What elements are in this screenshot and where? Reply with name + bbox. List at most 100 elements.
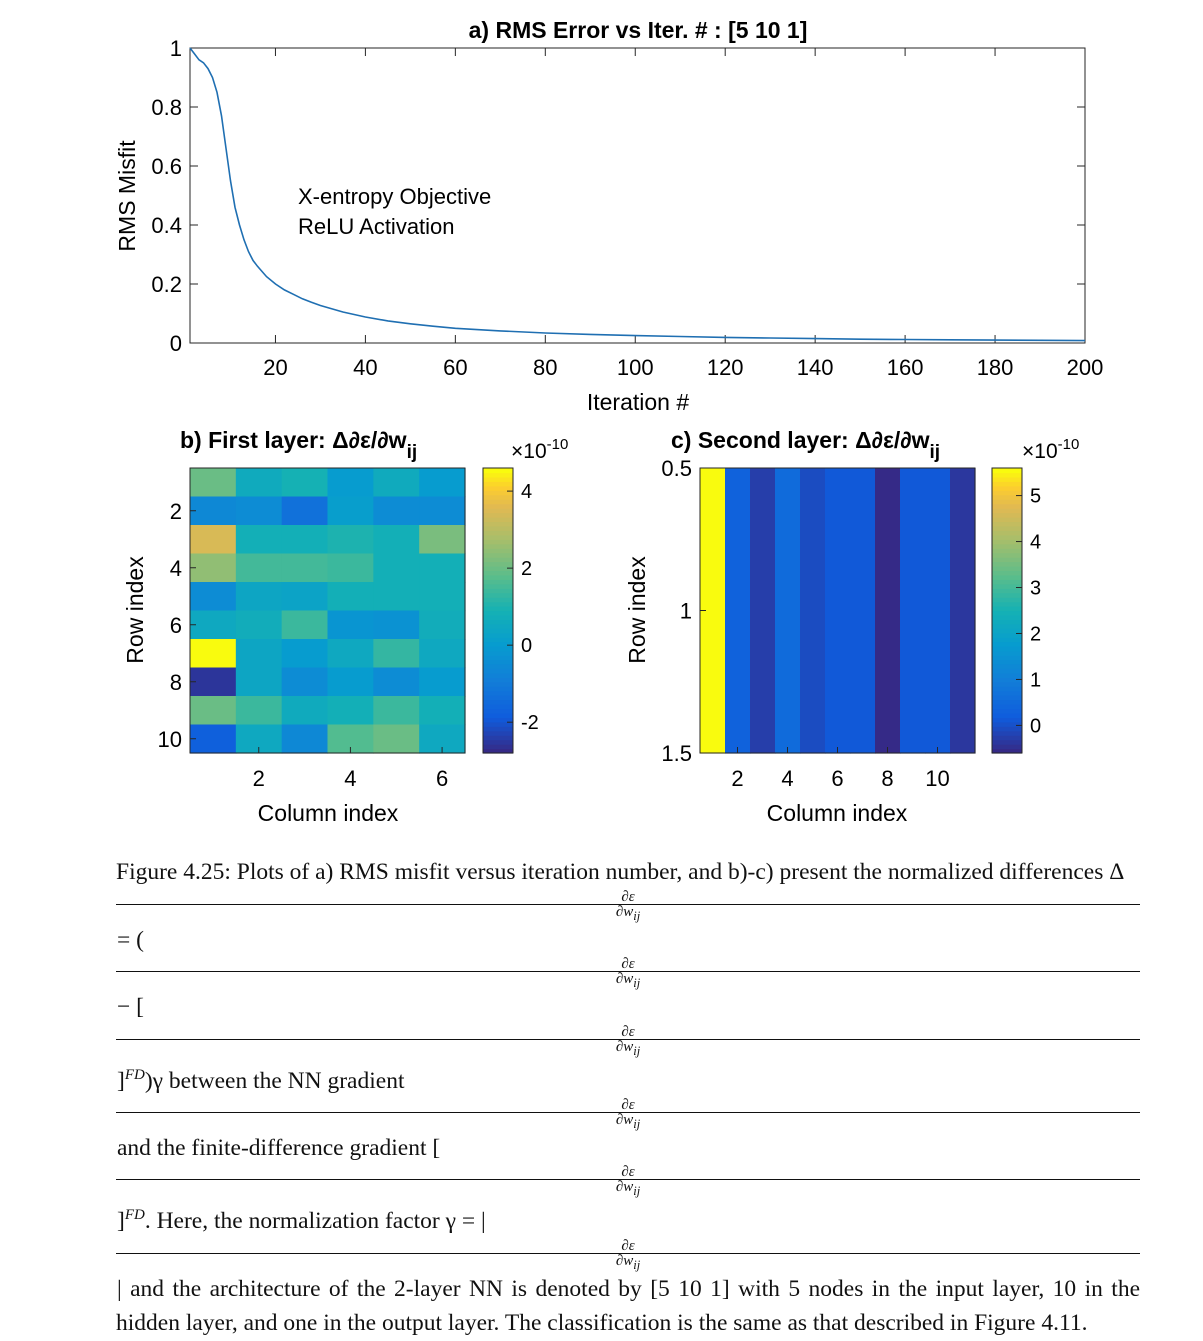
colorbar-tick-label: 0	[521, 635, 532, 657]
colorbar-segment	[483, 717, 513, 723]
colorbar-segment	[992, 668, 1022, 674]
colorbar-segment	[992, 663, 1022, 669]
colorbar-segment	[483, 721, 513, 727]
y-tick-label: 1	[170, 36, 182, 61]
colorbar-segment	[992, 468, 1022, 474]
y-tick-label: 0.8	[151, 95, 182, 120]
colorbar-segment	[483, 726, 513, 732]
colorbar-segment	[483, 659, 513, 665]
colorbar-segment	[992, 494, 1022, 500]
colorbar-tick-label: 2	[1030, 623, 1041, 645]
colorbar-segment	[483, 583, 513, 589]
colorbar-segment	[483, 632, 513, 638]
heatmap-cells	[190, 468, 466, 754]
heatmap-cell	[900, 468, 926, 754]
heatmap-cell	[373, 667, 420, 697]
heatmap-cell	[327, 468, 374, 498]
colorbar-segment	[992, 548, 1022, 554]
colorbar-segment	[483, 619, 513, 625]
colorbar-segment	[483, 699, 513, 705]
fraction: ∂ε ∂wij	[116, 1024, 1140, 1058]
colorbar: 0 1 2 3 4 5	[991, 467, 1041, 754]
heatmap-cell	[235, 610, 283, 640]
annotation-activation: ReLU Activation	[298, 214, 455, 239]
x-axis-label: Column index	[767, 800, 908, 826]
colorbar-segment	[992, 619, 1022, 625]
heatmap-cell	[373, 696, 420, 726]
colorbar-segment	[992, 552, 1022, 558]
y-tick-label: 10	[158, 727, 182, 752]
heatmap-cell	[419, 696, 466, 726]
colorbar-frame	[991, 467, 1023, 754]
colorbar-segment	[483, 597, 513, 603]
colorbar-segment	[483, 574, 513, 580]
heatmap-cell	[373, 553, 420, 583]
heatmap-cell	[190, 724, 237, 754]
colorbar-segment	[992, 490, 1022, 496]
colorbar-segment	[483, 695, 513, 701]
x-tick-label: 8	[881, 766, 893, 791]
colorbar-segment	[992, 512, 1022, 518]
caption-text: )γ between the NN gradient	[144, 1067, 405, 1094]
plot-area	[189, 47, 1086, 344]
colorbar-segment	[483, 557, 513, 563]
x-axis-label: Iteration #	[587, 389, 689, 415]
colorbar-segment	[992, 530, 1022, 536]
colorbar-segment	[992, 534, 1022, 540]
heatmap-cell	[327, 639, 374, 669]
heatmap-cell	[327, 496, 374, 526]
colorbar-segment	[483, 508, 513, 514]
axis-ticks: 2 4 6 8 10 0.5 1 1.5	[661, 456, 949, 791]
colorbar-segment	[992, 699, 1022, 705]
colorbar-segment	[992, 583, 1022, 589]
colorbar: -2 0 2 4	[482, 467, 539, 754]
colorbar-segment	[483, 748, 513, 754]
heatmap-cell	[419, 553, 466, 583]
colorbar-segment	[483, 552, 513, 558]
colorbar-segment	[483, 690, 513, 696]
colorbar-segment	[483, 686, 513, 692]
heatmap-cells	[700, 468, 976, 754]
colorbar-segment	[483, 476, 513, 482]
colorbar-segment	[483, 672, 513, 678]
colorbar-segment	[483, 525, 513, 531]
colorbar-segment	[483, 565, 513, 572]
heatmap-cell	[373, 582, 420, 612]
colorbar-segment	[483, 628, 513, 634]
caption-text: = (	[117, 926, 144, 953]
colorbar-segment	[483, 712, 513, 718]
colorbar-segment	[992, 508, 1022, 514]
y-tick-label: 0.4	[151, 213, 182, 238]
heatmap-cell	[327, 667, 374, 697]
x-tick-label: 6	[436, 766, 448, 791]
colorbar-segment	[483, 730, 513, 736]
chart-title: b) First layer: Δ∂ε/∂wij	[180, 427, 417, 463]
colorbar-segment	[992, 712, 1022, 718]
colorbar-segment	[992, 472, 1022, 478]
caption-text: ]	[117, 1208, 125, 1235]
colorbar-segment	[992, 735, 1022, 741]
heatmap-cell	[281, 724, 329, 754]
heatmap-cell	[419, 639, 466, 669]
heatmap-cell	[800, 468, 826, 754]
x-tick-label: 200	[1067, 355, 1104, 380]
superscript: FD	[124, 1207, 145, 1224]
colorbar-frame	[482, 467, 514, 754]
x-tick-label: 100	[617, 355, 654, 380]
heatmap-cell	[235, 553, 283, 583]
heatmap-cell	[235, 582, 283, 612]
colorbar-segment	[483, 499, 513, 505]
fraction: ∂ε ∂wij	[116, 957, 1140, 990]
colorbar-segment	[992, 748, 1022, 754]
colorbar-segment	[992, 730, 1022, 736]
colorbar-segment	[483, 739, 513, 745]
fraction: ∂ε ∂wij	[116, 889, 1140, 923]
colorbar-segment	[483, 623, 513, 629]
colorbar-segment	[992, 623, 1022, 629]
colorbar-segment	[483, 704, 513, 710]
rms-curve	[189, 47, 1086, 342]
colorbar-segment	[992, 628, 1022, 634]
colorbar-segment	[992, 646, 1022, 652]
heatmap-cell	[281, 610, 329, 640]
heatmap-cell	[190, 582, 237, 612]
